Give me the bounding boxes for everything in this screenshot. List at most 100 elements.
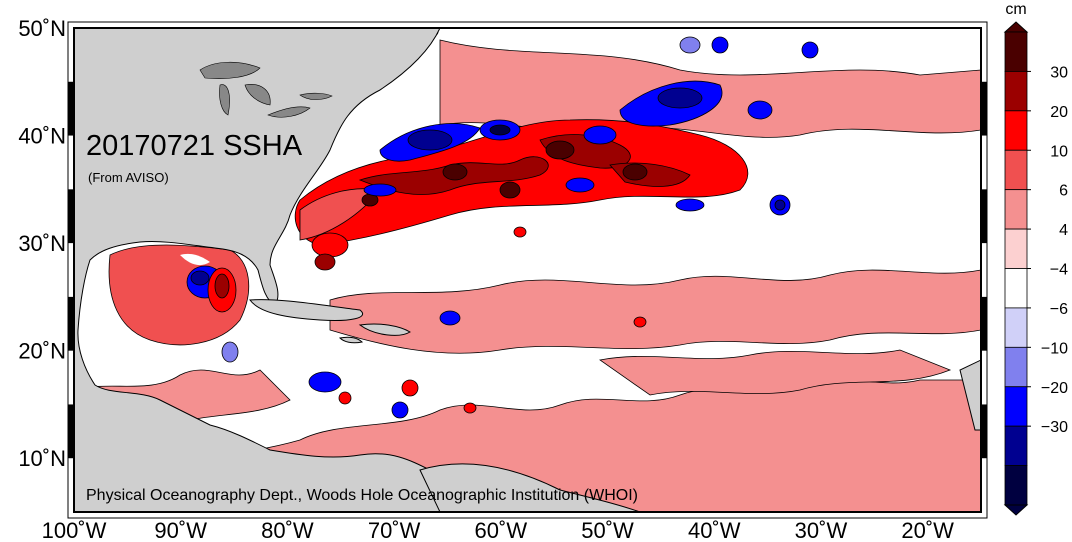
anomaly-eddy <box>583 125 617 145</box>
anomaly-eddy <box>407 129 453 151</box>
colorbar-labels: 30 20 10 6 4 −4 −6 −10 −20 −30 <box>1027 64 1068 436</box>
lat-label: 10˚N <box>18 446 66 471</box>
anomaly-eddy <box>442 163 468 181</box>
colorbar-swatch <box>1004 307 1028 348</box>
lon-label: 50˚W <box>581 518 634 542</box>
anomaly-eddy <box>747 100 773 120</box>
colorbar-tick-label: 6 <box>1059 183 1068 200</box>
anomaly-eddy <box>489 124 511 136</box>
frame-tick-bar <box>68 81 74 136</box>
anomaly-eddy <box>401 379 419 397</box>
colorbar-swatch <box>1004 149 1028 191</box>
colorbar-swatch <box>1004 268 1028 309</box>
frame-tick-bar <box>68 296 74 351</box>
south-america-land <box>419 463 641 512</box>
colorbar-swatch <box>1004 425 1028 466</box>
anomaly-eddy <box>311 232 349 258</box>
colorbar-tick-label: −30 <box>1041 419 1068 436</box>
outer-frame <box>67 21 988 519</box>
land-masses <box>74 28 981 512</box>
colorbar: cm 30 20 10 6 4 −4 −6 −10 −20 −30 <box>1003 1 1068 516</box>
colorbar-swatch <box>1004 31 1028 72</box>
anomaly-eddy <box>463 402 477 414</box>
frame-tick-bar <box>981 404 987 459</box>
colorbar-tick-label: −20 <box>1041 380 1068 397</box>
anomaly-eddy <box>711 36 729 54</box>
anomaly-region <box>294 119 749 246</box>
lake-huron <box>244 84 271 106</box>
colorbar-tick-label: −4 <box>1050 262 1068 279</box>
lon-label: 90˚W <box>154 518 207 542</box>
jamaica-land <box>338 336 364 344</box>
lake-erie <box>267 106 311 118</box>
colorbar-swatch <box>1004 71 1028 112</box>
anomaly-eddy <box>363 183 397 197</box>
colorbar-top-arrow <box>1003 21 1029 33</box>
anomaly-eddy <box>338 391 352 405</box>
map-subtitle: (From AVISO) <box>88 170 169 185</box>
lon-label: 30˚W <box>795 518 848 542</box>
colorbar-tick-label: 20 <box>1050 104 1068 121</box>
colorbar-swatch <box>1004 465 1028 506</box>
anomaly-eddy <box>439 310 461 326</box>
anomaly-eddy <box>622 163 648 181</box>
lat-label: 40˚N <box>18 124 66 149</box>
lat-label: 20˚N <box>18 339 66 364</box>
map-panel <box>67 21 988 519</box>
lon-label: 60˚W <box>475 518 528 542</box>
anomaly-eddy <box>221 341 239 363</box>
colorbar-swatch <box>1004 386 1028 427</box>
lake-superior <box>199 61 261 79</box>
colorbar-swatch <box>1004 189 1028 230</box>
anomaly-eddy <box>214 273 230 299</box>
colorbar-swatch <box>1004 228 1028 269</box>
map-title: 20170721 SSHA <box>86 130 303 162</box>
frame-tick-bar <box>981 296 987 351</box>
cuba-land <box>249 299 363 321</box>
anomaly-eddy <box>513 226 527 238</box>
frame-tick-bars <box>67 21 988 519</box>
anomaly-eddy <box>657 87 703 109</box>
longitude-labels: 100˚W 90˚W 80˚W 70˚W 60˚W 50˚W 40˚W 30˚W 20˚W <box>42 518 955 542</box>
map-credit: Physical Oceanography Dept., Woods Hole … <box>86 487 638 504</box>
anomaly-region <box>329 269 981 354</box>
colorbar-bottom-arrow <box>1003 504 1029 516</box>
frame-tick-bar <box>68 189 74 244</box>
anomaly-eddy <box>675 198 705 212</box>
colorbar-swatch <box>1004 346 1028 388</box>
lat-label: 50˚N <box>18 16 66 41</box>
north-central-america-land <box>74 28 463 512</box>
lake-michigan <box>219 84 230 116</box>
colorbar-swatches <box>1003 21 1029 516</box>
frame-tick-bar <box>981 189 987 244</box>
great-lakes <box>199 61 333 118</box>
colorbar-unit: cm <box>1005 1 1026 18</box>
anomaly-region <box>599 349 952 396</box>
anomaly-eddy <box>190 270 210 286</box>
anomaly-eddy <box>565 177 595 193</box>
anomaly-eddy <box>633 316 647 328</box>
colorbar-swatch <box>1004 110 1028 151</box>
anomaly-eddy <box>308 371 342 393</box>
lon-label: 100˚W <box>42 518 107 542</box>
map-frame <box>73 27 982 513</box>
anomaly-eddy <box>679 36 701 54</box>
coast-notch <box>180 253 210 266</box>
lat-label: 30˚N <box>18 231 66 256</box>
colorbar-tick-label: −10 <box>1041 340 1068 357</box>
frame-tick-bar <box>68 404 74 459</box>
colorbar-tick-label: 4 <box>1059 222 1068 239</box>
lon-label: 80˚W <box>261 518 314 542</box>
colorbar-tick-label: −6 <box>1050 301 1068 318</box>
colorbar-tick-label: 30 <box>1050 64 1068 81</box>
lon-label: 70˚W <box>368 518 421 542</box>
anomaly-eddy <box>314 253 336 271</box>
anomaly-eddy <box>391 401 409 419</box>
lon-label: 20˚W <box>901 518 954 542</box>
frame-tick-bar <box>981 81 987 136</box>
lon-label: 40˚W <box>688 518 741 542</box>
lake-ontario <box>299 92 333 100</box>
anomaly-eddy <box>774 199 786 211</box>
colorbar-tick-label: 10 <box>1050 143 1068 160</box>
